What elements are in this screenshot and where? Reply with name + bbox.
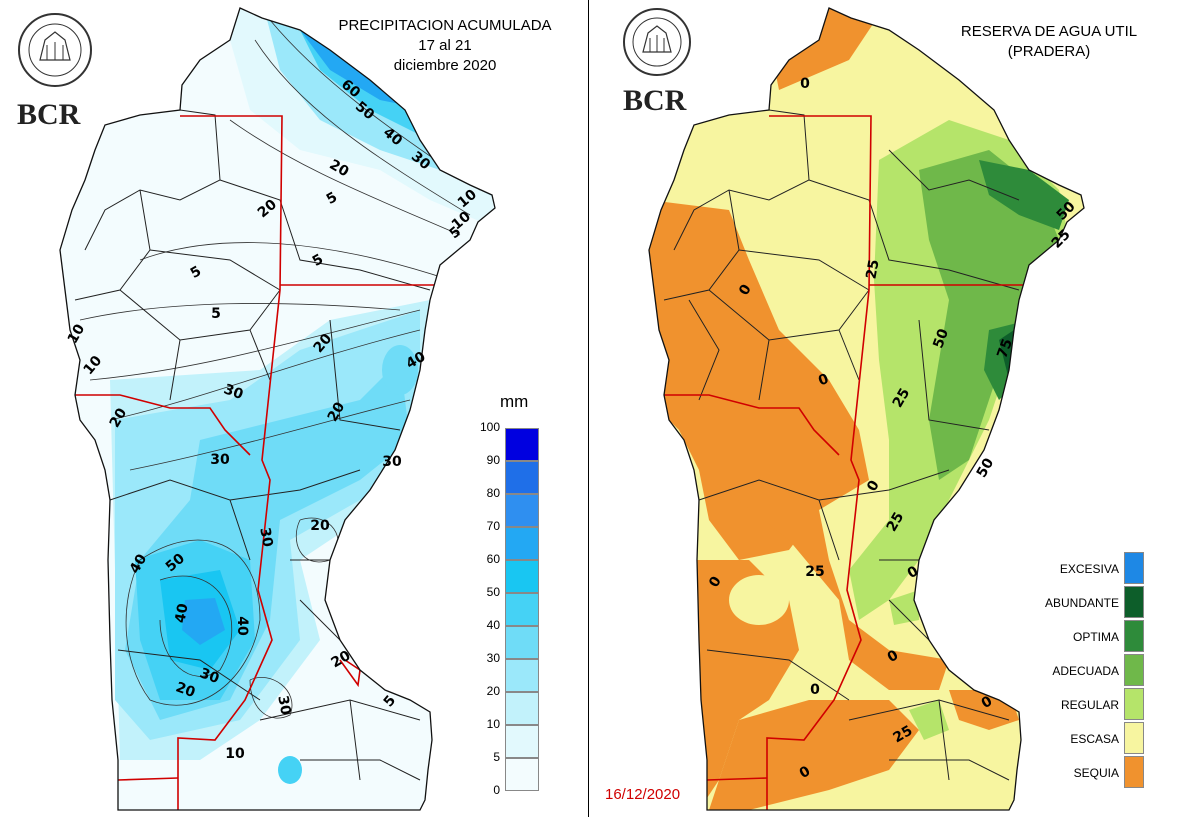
contour-label: 30 (221, 381, 245, 403)
legend-category-swatch (1124, 586, 1144, 618)
legend-category-swatch (1124, 654, 1144, 686)
legend-category-label: ABUNDANTE (1044, 596, 1119, 610)
legend-tick-label: 100 (479, 420, 500, 434)
bcr-logo-text: BCR (623, 84, 687, 117)
legend-swatch (505, 494, 539, 527)
legend-tick-label: 50 (486, 585, 500, 599)
contour-label: 30 (210, 452, 230, 468)
legend-category-label: ESCASA (1070, 732, 1119, 746)
legend-swatch (505, 626, 539, 659)
contour-label: 0 (810, 682, 820, 698)
contour-label: 75 (994, 337, 1016, 361)
legend-swatch (505, 428, 539, 461)
legend-tick-label: 40 (486, 618, 500, 632)
contour-label: 30 (274, 694, 293, 716)
legend-tick-label: 30 (486, 651, 500, 665)
contour-label: 20 (310, 518, 330, 534)
bcr-seal-icon (18, 13, 92, 87)
legend-tick-label: 20 (486, 684, 500, 698)
precipitation-title: PRECIPITACION ACUMULADA 17 al 21 diciemb… (300, 16, 590, 76)
legend-category-label: EXCESIVA (1059, 562, 1119, 576)
contour-label: 30 (256, 526, 275, 548)
contour-label: 25 (805, 564, 824, 580)
legend-swatch (505, 560, 539, 593)
contour-label: 25 (863, 258, 882, 280)
legend-category-swatch (1124, 756, 1144, 788)
legend-category-swatch (1124, 722, 1144, 754)
legend-tick-label: 5 (493, 750, 500, 764)
legend-swatch (505, 725, 539, 758)
title-line-2: 17 al 21 (418, 37, 472, 54)
legend-category-label: OPTIMA (1072, 630, 1119, 644)
contour-label: 30 (197, 665, 221, 687)
legend-swatch (505, 461, 539, 494)
legend-category-label: ADECUADA (1052, 664, 1119, 678)
bcr-seal-icon (623, 8, 691, 76)
legend-swatch (505, 593, 539, 626)
province-outline (648, 7, 1085, 811)
contour-label: 40 (172, 602, 191, 624)
legend-tick-label: 80 (486, 486, 500, 500)
legend-swatch (505, 527, 539, 560)
legend-category-label: SEQUIA (1073, 766, 1119, 780)
contour-label: 50 (930, 326, 952, 350)
title-line-1: PRECIPITACION ACUMULADA (338, 17, 552, 34)
water-reserve-map-panel: 0 50 25 25 0 50 75 0 25 0 50 25 0 25 0 0 0 0 25 0 RESERVA D… (588, 0, 1179, 817)
legend-swatch (505, 659, 539, 692)
contour-label: 40 (234, 616, 250, 636)
legend-tick-label: 90 (486, 453, 500, 467)
legend-tick-label: 60 (486, 552, 500, 566)
legend-swatch (505, 758, 539, 791)
precipitation-map-panel: 60 50 40 30 20 10 5 10 5 20 5 5 10 5 10 20 40 20 30 20 30 30 2… (0, 0, 588, 817)
contour-label: 30 (382, 454, 402, 470)
water-reserve-title: RESERVA DE AGUA UTIL (PRADERA) (929, 22, 1169, 62)
title-line-3: diciembre 2020 (393, 57, 497, 74)
bcr-logo-text: BCR (17, 98, 81, 131)
legend-swatch (505, 692, 539, 725)
contour-label: 20 (173, 679, 197, 701)
province-outline (59, 7, 496, 811)
legend-tick-label: 70 (486, 519, 500, 533)
legend-category-swatch (1124, 552, 1144, 584)
legend-tick-label: 10 (486, 717, 500, 731)
legend-category-swatch (1124, 620, 1144, 652)
title-line-2: (PRADERA) (1007, 43, 1091, 60)
map-date: 16/12/2020 (605, 786, 681, 803)
title-line-1: RESERVA DE AGUA UTIL (960, 23, 1138, 40)
legend-unit: mm (500, 392, 529, 411)
legend-category-label: REGULAR (1060, 698, 1119, 712)
legend-tick-label: 0 (493, 783, 500, 797)
legend-category-swatch (1124, 688, 1144, 720)
contour-label: 0 (800, 76, 810, 92)
contour-label: 5 (211, 306, 221, 322)
contour-label: 10 (225, 746, 245, 762)
